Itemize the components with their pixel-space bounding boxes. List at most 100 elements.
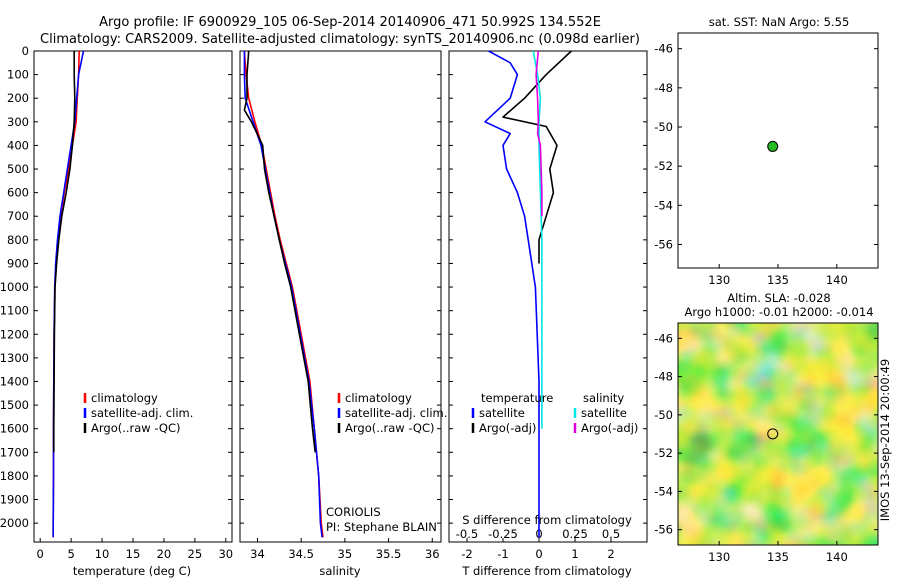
depth-tick-label: 1400: [0, 374, 29, 388]
lat-tick-label: -46: [654, 42, 673, 56]
depth-tick-label: 200: [7, 91, 29, 105]
temperature-tick-label: 15: [126, 547, 141, 561]
lat-tick-label: -54: [654, 484, 673, 498]
series-line: [243, 50, 324, 538]
lat-tick-label: -50: [654, 408, 673, 422]
lat-tick-label: -56: [654, 523, 673, 537]
legend-label: Argo(-adj): [581, 421, 638, 435]
temperature-tick-label: 5: [67, 547, 74, 561]
pi-label: PI: Stephane BLAIN: [326, 520, 437, 534]
legend-title: salinity: [583, 391, 624, 405]
series-line: [52, 50, 80, 538]
sst-markers: [767, 140, 779, 152]
legend-label: Argo(..raw -QC): [91, 421, 181, 435]
legend-label: satellite: [479, 406, 525, 420]
salinity-axis-label: salinity: [319, 564, 360, 578]
lat-tick-label: -46: [654, 331, 673, 345]
depth-tick-label: 1500: [0, 398, 29, 412]
s-difference-tick-label: 0.5: [602, 527, 620, 541]
temperature-tick-label: 30: [218, 547, 233, 561]
salinity-tick-label: 34.5: [288, 547, 314, 561]
temperature-tick-label: 25: [188, 547, 203, 561]
depth-tick-label: 400: [7, 138, 29, 152]
temperature-panel: 0100200300400500600700800900100011001200…: [0, 44, 647, 578]
salinity-series: [243, 50, 324, 538]
temperature-tick-label: 10: [95, 547, 110, 561]
sst-lat-tick-labels: -46 -48 -50 -52 -54 -56: [654, 42, 878, 252]
lat-tick-label: -48: [654, 81, 673, 95]
depth-tick-label: 1100: [0, 304, 29, 318]
sla-markers: [767, 428, 779, 440]
lon-tick-label: 140: [826, 550, 848, 564]
legend-label: climatology: [91, 391, 158, 405]
legend-label: Argo(-adj): [479, 421, 536, 435]
coriolis-label: CORIOLIS: [326, 505, 381, 519]
sla-title-1: Altim. SLA: -0.028: [727, 291, 831, 305]
t-difference-tick-label: -1: [497, 547, 508, 561]
depth-tick-label: 100: [7, 68, 29, 82]
depth-tick-label: 1900: [0, 493, 29, 507]
salinity-panel: 34 34.5 35 35.5 36 salinity climatologysatel…: [239, 50, 447, 578]
temperature-series: [52, 50, 85, 538]
t-difference-axis-label: T difference from climatology: [461, 564, 632, 578]
lat-tick-label: -54: [654, 198, 673, 212]
temperature-axis-label: temperature (deg C): [73, 564, 191, 578]
salinity-tick-label: 36: [425, 547, 440, 561]
salinity-axes: [239, 50, 442, 543]
sst-map-axes: [677, 32, 879, 269]
temperature-tick-label: 20: [157, 547, 172, 561]
depth-tick-labels: 0 100 200 300 400 500 600 700 800 900 1000 1100 1200…: [0, 44, 647, 530]
depth-tick-label: 1800: [0, 469, 29, 483]
depth-tick-label: 1700: [0, 445, 29, 459]
side-timestamp: IMOS 13-Sep-2014 20:00:49: [878, 359, 892, 522]
temperature-tick-label: 0: [37, 547, 44, 561]
difference-series: [484, 50, 572, 538]
lat-tick-label: -52: [654, 446, 673, 460]
temperature-tick-labels: 0 5 10 15 20 25 30: [37, 538, 233, 561]
depth-tick-label: 2000: [0, 516, 29, 530]
title-line-2: Climatology: CARS2009. Satellite-adjuste…: [40, 32, 640, 47]
difference-axes: [448, 50, 648, 543]
lon-tick-label: 130: [708, 550, 730, 564]
depth-tick-label: 900: [7, 256, 29, 270]
t-difference-tick-label: 0: [535, 547, 542, 561]
legend-label: satellite-adj. clim.: [345, 406, 447, 420]
series-line: [532, 50, 543, 429]
series-line: [52, 51, 76, 453]
s-difference-tick-label: -0.5: [456, 527, 478, 541]
lat-tick-label: -48: [654, 370, 673, 384]
series-line: [52, 50, 85, 538]
difference-legend: temperature salinitysatelliteArgo(-adj)sa…: [471, 391, 638, 435]
sla-lon-tick-labels: 130 135 140: [708, 541, 848, 564]
s-difference-tick-label: 0.25: [562, 527, 588, 541]
s-difference-tick-labels: -0.5 -0.25 0 0.25 0.5: [456, 527, 620, 541]
series-line: [502, 50, 572, 264]
lat-tick-label: -56: [654, 238, 673, 252]
series-line: [243, 50, 316, 453]
lon-tick-label: 130: [708, 273, 730, 287]
s-difference-tick-label: -0.25: [488, 527, 518, 541]
s-difference-axis-label: S difference from climatology: [462, 513, 632, 527]
depth-tick-label: 1300: [0, 351, 29, 365]
lat-tick-label: -50: [654, 120, 673, 134]
lon-tick-label: 135: [767, 273, 789, 287]
argo-position-marker: [767, 140, 779, 152]
sla-lat-tick-labels: -46 -48 -50 -52 -54 -56: [654, 331, 878, 537]
lon-tick-label: 135: [767, 550, 789, 564]
depth-tick-label: 700: [7, 209, 29, 223]
legend-label: satellite-adj. clim.: [91, 406, 193, 420]
salinity-tick-label: 35: [338, 547, 353, 561]
depth-tick-label: 300: [7, 115, 29, 129]
series-line: [535, 50, 543, 217]
t-difference-tick-label: 2: [607, 547, 614, 561]
sst-map-panel: sat. SST: NaN Argo: 5.55 -46 -48 -50 -52 -54…: [654, 15, 879, 287]
legend-title: temperature: [481, 391, 553, 405]
t-difference-tick-labels: -2 -1 0 1 2: [461, 538, 615, 561]
depth-tick-label: 1200: [0, 327, 29, 341]
sst-title: sat. SST: NaN Argo: 5.55: [709, 15, 850, 29]
legend-label: climatology: [345, 391, 412, 405]
argo-position-marker: [767, 428, 779, 440]
sla-map-panel: Altim. SLA: -0.028 Argo h1000: -0.01 h20…: [654, 291, 879, 564]
sla-title-2: Argo h1000: -0.01 h2000: -0.014: [684, 305, 873, 319]
difference-panel: -2 -1 0 1 2 -0.5 -0.25 0 0.25 0.5 S difference f…: [448, 50, 648, 578]
